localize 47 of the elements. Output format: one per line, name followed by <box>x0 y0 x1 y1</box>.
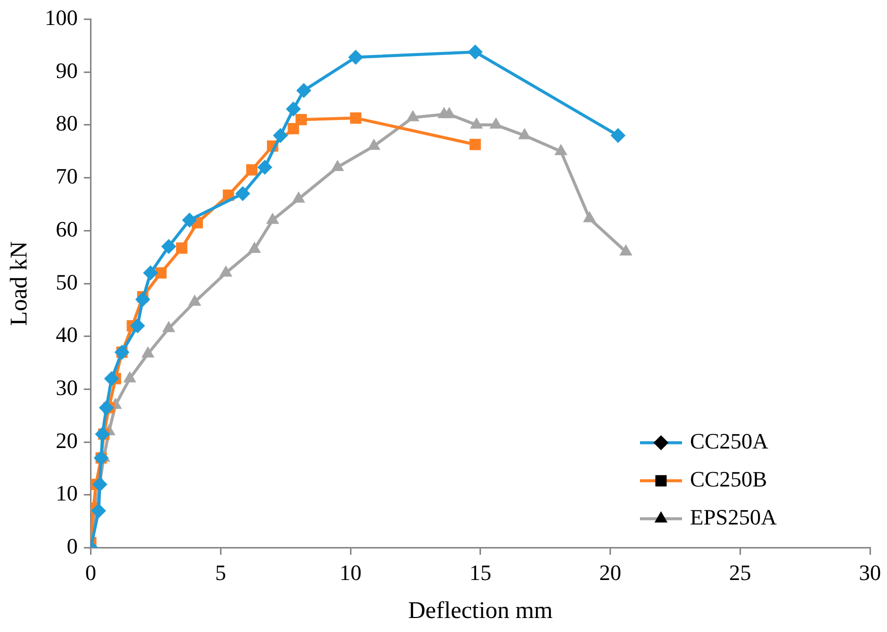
point <box>182 212 197 228</box>
point <box>468 44 483 60</box>
point <box>470 138 481 150</box>
point <box>610 128 626 143</box>
x-tick-label: 15 <box>469 560 492 585</box>
legend-label: CC250A <box>690 428 768 454</box>
point <box>176 242 188 254</box>
point <box>161 239 176 254</box>
y-tick-label: 30 <box>56 375 78 400</box>
x-axis-title: Deflection mm <box>408 598 554 624</box>
point <box>296 83 312 98</box>
y-axis-title: Load kN <box>6 241 33 326</box>
point <box>288 122 300 134</box>
point <box>135 292 150 307</box>
point <box>257 160 272 175</box>
y-tick-label: 0 <box>66 534 78 559</box>
point <box>92 476 108 492</box>
y-tick-label: 60 <box>56 216 78 242</box>
y-tick-label: 40 <box>56 322 78 348</box>
point <box>296 114 307 126</box>
y-tick-label: 80 <box>56 110 78 136</box>
y-tick-label: 10 <box>56 480 78 506</box>
point <box>348 50 364 65</box>
y-tick-label: 50 <box>56 269 78 294</box>
x-tick-label: 25 <box>729 560 752 585</box>
point <box>286 102 301 117</box>
y-tick-label: 100 <box>44 4 78 30</box>
point <box>104 371 120 386</box>
y-tick-label: 90 <box>56 58 78 83</box>
point <box>272 128 288 143</box>
point <box>350 112 362 124</box>
x-tick-label: 30 <box>859 560 881 585</box>
point <box>94 426 110 442</box>
y-tick-label: 20 <box>56 428 78 453</box>
x-tick-label: 10 <box>340 560 362 585</box>
legend-label: CC250B <box>690 466 768 492</box>
y-tick-label: 70 <box>56 164 78 189</box>
point <box>246 164 258 176</box>
point <box>91 503 106 518</box>
x-tick-label: 0 <box>85 560 96 585</box>
point <box>143 265 158 280</box>
x-tick-label: 20 <box>599 560 622 585</box>
legend-label: EPS250A <box>690 504 777 530</box>
point <box>130 318 146 334</box>
x-tick-label: 5 <box>215 560 226 585</box>
point <box>98 400 114 416</box>
point <box>235 186 250 202</box>
